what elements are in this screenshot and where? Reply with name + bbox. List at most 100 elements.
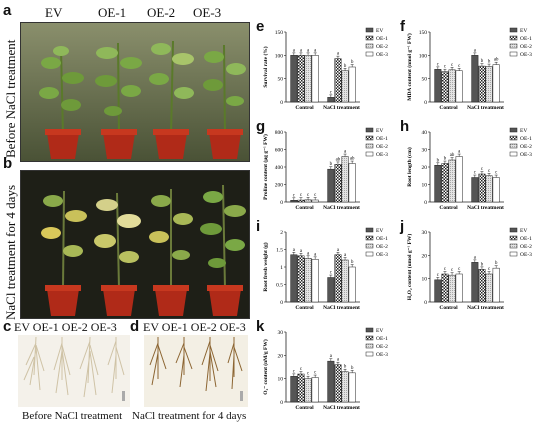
bar (492, 177, 500, 203)
significance-label: a (307, 48, 310, 53)
chart-f: MDA content (nmol g⁻¹ FW) 0 50 100 150 c c c c Co… (406, 20, 548, 118)
bar (441, 273, 449, 303)
y-tick-label: 100 (275, 53, 284, 59)
bar (304, 199, 312, 203)
significance-label: a (330, 354, 333, 359)
legend-label: OE-2 (376, 144, 388, 150)
bar (341, 259, 349, 303)
y-tick-label: 30 (422, 230, 428, 236)
bar (334, 364, 342, 403)
y-tick-label: 1 (280, 265, 283, 271)
significance-label: a (293, 48, 296, 53)
photo-column: a EV OE-1 OE-2 OE-3 Before NaCl treatmen… (0, 0, 250, 428)
bar (434, 69, 442, 103)
legend-swatch (365, 351, 374, 357)
legend-swatch (509, 43, 518, 49)
legend-label: OE-3 (520, 52, 532, 58)
bar (311, 55, 319, 103)
legend-label: OE-3 (376, 152, 388, 158)
y-tick-label: 100 (419, 53, 428, 59)
root-photo-nacl-image (144, 335, 248, 407)
bar (455, 156, 463, 203)
plant-photo-nacl (20, 170, 250, 319)
legend-label: OE-1 (376, 36, 388, 42)
legend-label: EV (376, 328, 383, 334)
significance-label: c (444, 65, 446, 70)
legend-swatch (365, 143, 374, 149)
y-tick-label: 0 (280, 100, 283, 106)
bar (434, 165, 442, 203)
category-label: NaCl treatment (467, 305, 504, 311)
bar (311, 199, 319, 203)
panel-letter-c: c (3, 318, 12, 335)
significance-label: c (458, 267, 460, 272)
bar (492, 267, 500, 303)
significance-label: a (314, 48, 317, 53)
plant-oe1 (95, 42, 142, 159)
category-label: Control (439, 305, 458, 311)
y-tick-label: 600 (275, 148, 284, 154)
legend-swatch (509, 151, 518, 157)
significance-label: c (307, 193, 309, 198)
significance-label: ab (336, 157, 341, 162)
y-tick-label: 20 (422, 165, 428, 171)
bar (297, 255, 305, 303)
bar (441, 71, 449, 103)
y-tick-label: 0 (280, 400, 283, 406)
legend-swatch (509, 227, 518, 233)
significance-label: b (481, 59, 484, 64)
label-oe1: OE-1 (98, 5, 127, 20)
bar (290, 55, 298, 103)
y-tick-label: 2 (280, 230, 283, 236)
legend-label: EV (376, 28, 383, 34)
legend-label: OE-3 (376, 352, 388, 358)
legend-label: OE-1 (520, 236, 532, 242)
bar (471, 177, 479, 203)
legend-swatch (365, 335, 374, 341)
bar (341, 156, 349, 203)
bar (297, 373, 305, 403)
significance-label: c (300, 367, 302, 372)
legend-label: OE-3 (520, 252, 532, 258)
panel-letter-f: f (400, 18, 405, 35)
significance-label: b (351, 60, 354, 65)
significance-label: b (351, 366, 354, 371)
legend-swatch (509, 243, 518, 249)
chart-j: H₂O₂ content (umol g⁻¹ FW) 0 10 20 30 c c c c Con… (406, 220, 548, 318)
legend-label: OE-2 (376, 44, 388, 50)
bar (485, 175, 493, 203)
chart-g: Proline content (μg g⁻¹ FW) 0 200 400 600 800… (262, 120, 402, 218)
bar (478, 173, 486, 203)
legend-swatch (509, 251, 518, 257)
plant-oe2 (149, 40, 194, 159)
significance-label: a (307, 251, 310, 256)
root-photo-nacl (144, 335, 248, 407)
bar (290, 254, 298, 303)
y-tick-label: 0 (424, 100, 427, 106)
legend-swatch (365, 27, 374, 33)
y-tick-label: 20 (422, 253, 428, 259)
root-photo-before-image (18, 335, 130, 407)
significance-label: c (451, 63, 453, 68)
bar (348, 163, 356, 203)
bar (478, 65, 486, 103)
bar (297, 199, 305, 203)
significance-label: c (474, 171, 476, 176)
category-label: NaCl treatment (323, 105, 360, 111)
bar (348, 266, 356, 303)
bar (304, 258, 312, 303)
legend-label: OE-1 (376, 336, 388, 342)
y-tick-label: 800 (275, 130, 284, 136)
plant-ev (39, 46, 84, 159)
legend-swatch (365, 135, 374, 141)
y-tick-label: 0.5 (276, 283, 283, 289)
legend-label: OE-1 (376, 136, 388, 142)
category-label: Control (295, 105, 314, 111)
chart-i: Root fresh weight (g) 0 0.5 1 1.5 2 a a a a Contro… (262, 220, 402, 318)
bar (341, 70, 349, 103)
panel-letter-b: b (3, 155, 13, 172)
chart-h: Root length (cm) 0 10 20 30 40 b b ab a Control c c c… (406, 120, 548, 218)
significance-label: c (330, 271, 332, 276)
legend-label: EV (520, 228, 527, 234)
bar (290, 200, 298, 203)
